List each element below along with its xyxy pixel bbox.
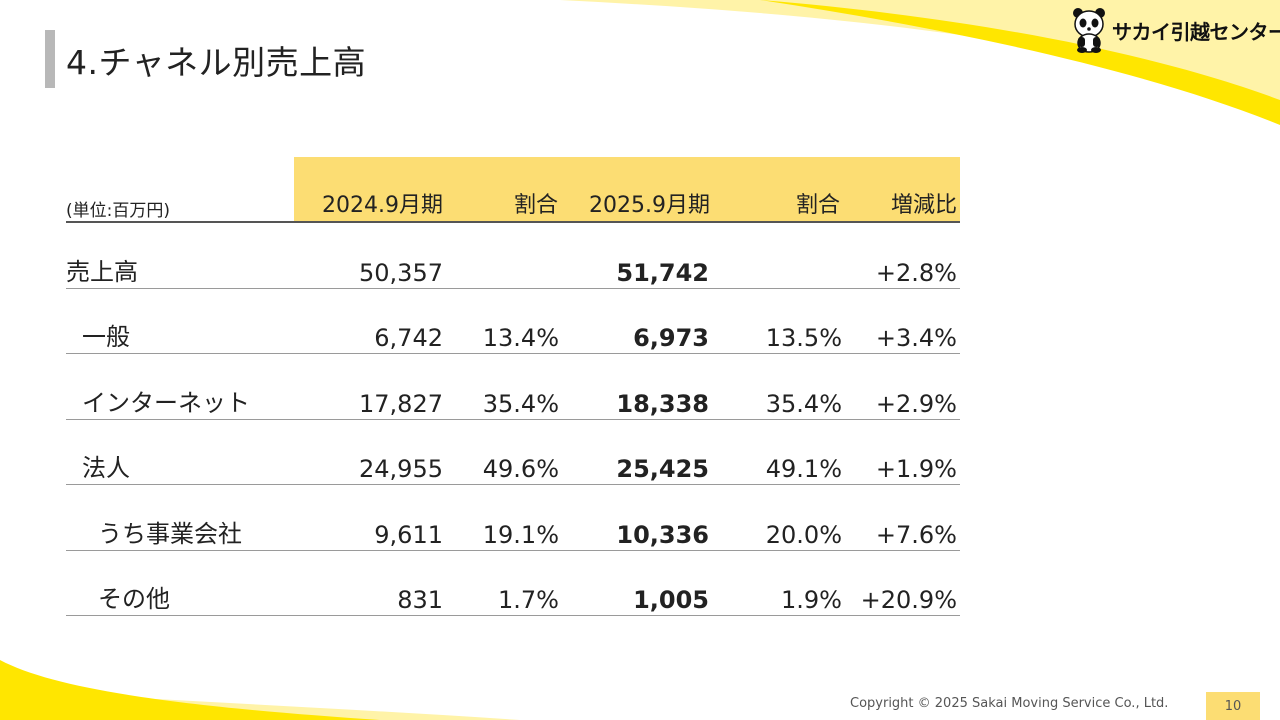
value-2024: 24,955: [359, 455, 443, 483]
header-ratio-2025: 割合: [711, 157, 843, 221]
table-row: 一般 6,742 13.4% 6,973 13.5% +3.4%: [66, 289, 960, 354]
table-row: インターネット 17,827 35.4% 18,338 35.4% +2.9%: [66, 354, 960, 420]
logo-text: サカイ引越センター: [1112, 19, 1280, 44]
row-label: インターネット: [82, 388, 250, 417]
ratio-2024: 13.4%: [482, 324, 559, 352]
ratio-2024: 35.4%: [482, 389, 559, 418]
value-2024: 6,742: [374, 324, 443, 352]
table-row: その他 831 1.7% 1,005 1.9% +20.9%: [66, 551, 960, 616]
channel-sales-table: (単位:百万円) 2024.9月期 割合 2025.9月期 割合 増減比 売上高…: [66, 157, 960, 616]
ratio-2025: 35.4%: [765, 389, 842, 418]
ratio-2024: 19.1%: [482, 520, 559, 549]
panda-icon: [1073, 8, 1105, 53]
change-ratio: +7.6%: [875, 520, 957, 549]
value-2025: 25,425: [616, 455, 709, 483]
value-2024: 9,611: [374, 520, 443, 549]
company-logo: サカイ引越センター: [1072, 6, 1280, 54]
table-row: うち事業会社 9,611 19.1% 10,336 20.0% +7.6%: [66, 485, 960, 551]
ratio-2025: 20.0%: [765, 520, 842, 549]
header-change: 増減比: [843, 157, 960, 221]
header-ratio-2024: 割合: [444, 157, 561, 221]
value-2025: 51,742: [616, 258, 709, 287]
row-label: その他: [98, 585, 170, 613]
value-2025: 10,336: [616, 520, 709, 549]
row-label: 売上高: [66, 257, 138, 286]
page-number: 10: [1206, 692, 1260, 720]
row-label: 一般: [82, 323, 130, 351]
change-ratio: +3.4%: [875, 324, 957, 352]
change-ratio: +2.8%: [875, 258, 957, 287]
value-2025: 1,005: [633, 586, 709, 614]
value-2025: 18,338: [616, 389, 709, 418]
ratio-2025: 1.9%: [781, 586, 842, 614]
table-row: 売上高 50,357 51,742 +2.8%: [66, 223, 960, 289]
value-2025: 6,973: [633, 324, 709, 352]
value-2024: 831: [397, 586, 443, 614]
copyright-notice: Copyright © 2025 Sakai Moving Service Co…: [850, 696, 1169, 711]
row-label: うち事業会社: [98, 519, 242, 548]
table-row: 法人 24,955 49.6% 25,425 49.1% +1.9%: [66, 420, 960, 485]
table-header: (単位:百万円) 2024.9月期 割合 2025.9月期 割合 増減比: [66, 157, 960, 223]
value-2024: 50,357: [359, 258, 443, 287]
change-ratio: +1.9%: [875, 455, 957, 483]
ratio-2024: 49.6%: [482, 455, 559, 483]
header-2025: 2025.9月期: [561, 157, 711, 221]
row-label: 法人: [82, 454, 130, 482]
change-ratio: +2.9%: [875, 389, 957, 418]
ratio-2025: 13.5%: [765, 324, 842, 352]
title-accent-bar: [45, 30, 55, 88]
page-title: 4.チャネル別売上高: [66, 43, 367, 82]
unit-label: (単位:百万円): [66, 201, 170, 221]
value-2024: 17,827: [359, 389, 443, 418]
change-ratio: +20.9%: [860, 586, 957, 614]
bottom-swoosh-bright: [0, 660, 380, 720]
ratio-2024: 1.7%: [498, 586, 559, 614]
header-2024: 2024.9月期: [294, 157, 444, 221]
ratio-2025: 49.1%: [765, 455, 842, 483]
